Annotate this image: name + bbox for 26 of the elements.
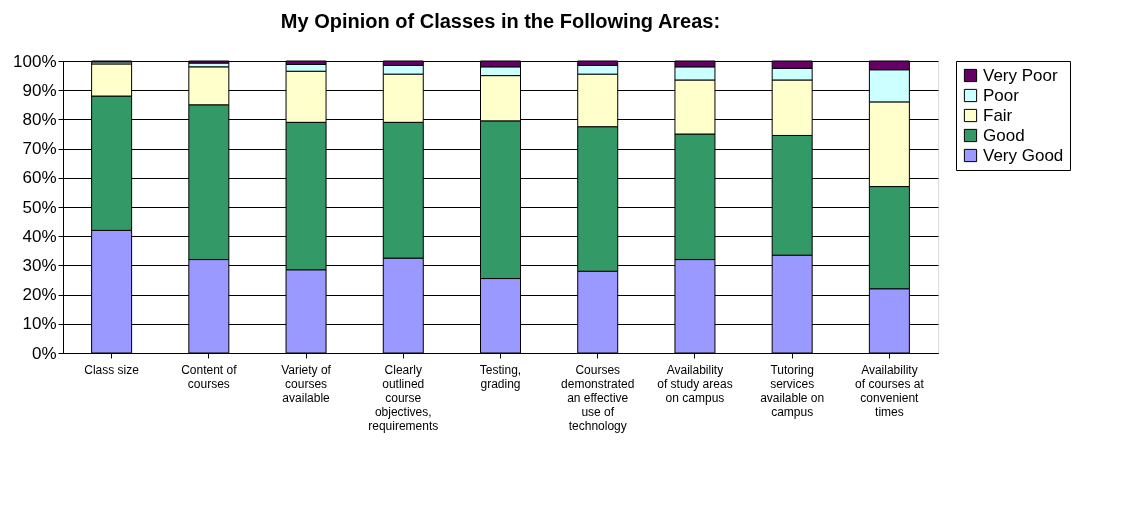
y-tick-label: 10% — [22, 314, 57, 334]
y-tick-label: 40% — [22, 226, 57, 246]
y-tick-label: 0% — [31, 343, 57, 363]
x-tick-label: Class size — [84, 362, 140, 377]
y-tick-label: 60% — [22, 168, 57, 188]
legend-label: Very Good — [983, 145, 1064, 165]
legend-label: Poor — [983, 85, 1020, 105]
x-tick-label: Availability of courses at convenient times — [855, 362, 925, 419]
legend-label: Fair — [983, 105, 1013, 125]
y-tick-label: 100% — [13, 51, 57, 71]
x-tick-label: Availability of study areas on campus — [657, 362, 733, 405]
x-tick-label: Testing, grading — [479, 362, 522, 391]
x-tick-label: Content of courses — [181, 362, 238, 391]
chart-title: My Opinion of Classes in the Following Areas: — [280, 10, 721, 32]
y-tick-label: 30% — [22, 255, 57, 275]
legend-label: Good — [983, 125, 1025, 145]
y-tick-label: 70% — [22, 139, 57, 159]
y-tick-label: 20% — [22, 285, 57, 305]
x-tick-label: Clearly outlined course objectives, requirements — [368, 362, 439, 433]
legend-label: Very Poor — [983, 65, 1058, 85]
y-tick-label: 90% — [22, 80, 57, 100]
x-tick-label: Courses demonstrated an effective use of technology — [561, 362, 635, 433]
y-tick-label: 80% — [22, 109, 57, 129]
y-tick-label: 50% — [22, 197, 57, 217]
x-tick-label: Tutoring services available on campus — [760, 362, 825, 419]
x-tick-label: Variety of courses available — [281, 362, 332, 405]
